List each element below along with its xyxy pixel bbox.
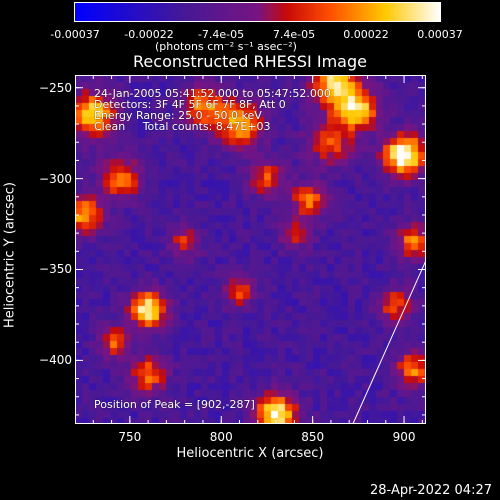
- colorbar-tick-label: -7.4e-05: [197, 28, 245, 41]
- annotation-method-counts: Clean Total counts: 8.47E+03: [94, 120, 271, 133]
- annotation-energy-range: Energy Range: 25.0 - 50.0 keV: [94, 109, 262, 122]
- colorbar-tick-label: 7.4e-05: [272, 28, 316, 41]
- y-axis-label: Heliocentric Y (arcsec): [2, 182, 18, 328]
- plot-title: Reconstructed RHESSI Image: [133, 52, 367, 71]
- x-tick-label: 850: [301, 430, 325, 444]
- y-tick-label: −250: [39, 80, 72, 95]
- x-tick-label: 800: [209, 430, 233, 444]
- colorbar-tick-label: -0.00022: [124, 28, 174, 41]
- colorbar-tick-label: -0.00037: [50, 28, 100, 41]
- x-tick-label: 750: [118, 430, 142, 444]
- image-plot: [75, 75, 426, 424]
- annotation-time-range: 24-Jan-2005 05:41:52.000 to 05:47:52.000: [94, 87, 331, 100]
- annotation-detectors: Detectors: 3F 4F 5F 6F 7F 8F, Att 0: [94, 98, 286, 111]
- colorbar-units: (photons cm⁻² s⁻¹ asec⁻²): [155, 40, 297, 53]
- colorbar-tick-label: 0.00037: [417, 28, 463, 41]
- annotation-peak-position: Position of Peak = [902,-287]: [94, 398, 255, 411]
- colorbar-tick-label: 0.00022: [343, 28, 389, 41]
- y-tick-label: −400: [39, 353, 72, 368]
- limb-overlay: [352, 260, 426, 424]
- rhessi-image: [75, 75, 426, 424]
- solar-limb-line: [352, 260, 426, 424]
- y-tick-label: −300: [39, 171, 72, 186]
- y-tick-label: −350: [39, 262, 72, 277]
- colorbar: [74, 2, 441, 22]
- x-axis-label: Heliocentric X (arcsec): [176, 446, 324, 461]
- date-stamp: 28-Apr-2022 04:27: [370, 483, 492, 498]
- x-tick-label: 900: [392, 430, 416, 444]
